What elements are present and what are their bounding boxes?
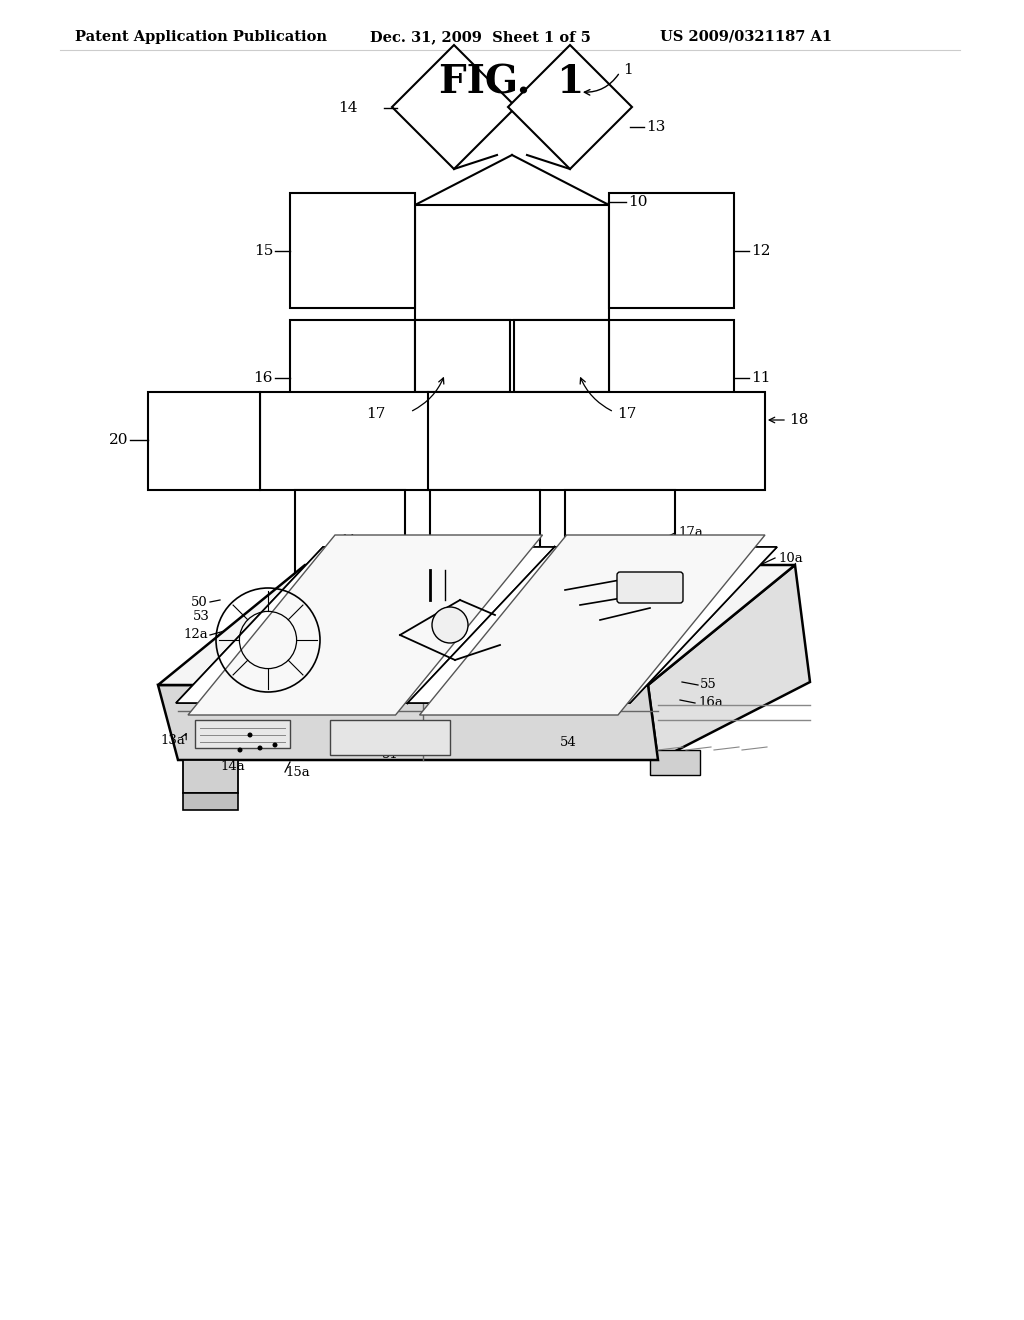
Text: 15: 15 [254, 244, 273, 257]
Bar [415, 205, 609, 319]
Text: Patent Application Publication: Patent Application Publication [75, 30, 327, 44]
Text: 19: 19 [340, 612, 359, 627]
Text: 51: 51 [382, 748, 398, 762]
Bar [430, 490, 540, 598]
Text: 12a: 12a [183, 628, 208, 642]
Polygon shape [176, 546, 777, 704]
Text: 20: 20 [109, 433, 128, 447]
Text: 16a: 16a [698, 697, 723, 710]
Text: 55: 55 [700, 678, 717, 692]
Circle shape [272, 742, 278, 747]
Bar [609, 319, 734, 436]
Text: 13a: 13a [160, 734, 185, 747]
Text: 13: 13 [646, 120, 666, 135]
Text: 10: 10 [628, 195, 647, 209]
Polygon shape [392, 45, 516, 169]
Text: 16: 16 [254, 371, 273, 385]
Text: FIG.  2: FIG. 2 [439, 620, 585, 659]
Polygon shape [408, 546, 777, 704]
Bar [183, 793, 238, 810]
Text: 12: 12 [751, 244, 770, 257]
Bar [148, 392, 260, 490]
Circle shape [257, 746, 262, 751]
Text: 15a: 15a [285, 766, 309, 779]
Text: 17a: 17a [678, 527, 702, 540]
Text: 19: 19 [475, 612, 495, 627]
Text: 1: 1 [623, 63, 633, 77]
Circle shape [248, 733, 253, 738]
Text: 52: 52 [432, 576, 449, 589]
Text: 14a: 14a [220, 760, 245, 774]
Bar [290, 319, 415, 436]
Text: 18: 18 [790, 413, 808, 426]
Polygon shape [508, 45, 632, 169]
Bar [330, 719, 450, 755]
Text: 53: 53 [194, 610, 210, 623]
Polygon shape [176, 546, 555, 704]
Polygon shape [420, 535, 765, 715]
Text: 14: 14 [339, 102, 358, 115]
Polygon shape [158, 565, 795, 685]
Bar [260, 392, 765, 490]
Bar [183, 760, 238, 793]
Bar [565, 490, 675, 598]
Polygon shape [648, 565, 810, 760]
Text: 50: 50 [191, 595, 208, 609]
Circle shape [432, 607, 468, 643]
Text: 17: 17 [617, 407, 636, 421]
Bar [195, 719, 290, 748]
Text: 10a: 10a [778, 552, 803, 565]
Text: 11a: 11a [340, 533, 365, 546]
Text: FIG.  1: FIG. 1 [439, 63, 585, 102]
Text: 11: 11 [751, 371, 770, 385]
Text: US 2009/0321187 A1: US 2009/0321187 A1 [660, 30, 833, 44]
Bar [650, 750, 700, 775]
FancyBboxPatch shape [617, 572, 683, 603]
Polygon shape [158, 685, 658, 760]
Bar [415, 319, 510, 392]
Polygon shape [188, 535, 543, 715]
Bar [290, 193, 415, 308]
Text: 10: 10 [194, 677, 210, 690]
Text: 54: 54 [560, 735, 577, 748]
Bar [514, 319, 609, 392]
Text: W: W [401, 589, 415, 602]
Circle shape [238, 747, 243, 752]
Text: 19: 19 [610, 612, 630, 627]
Text: 17: 17 [366, 407, 385, 421]
Bar [295, 490, 406, 598]
Bar [609, 193, 734, 308]
Text: Dec. 31, 2009  Sheet 1 of 5: Dec. 31, 2009 Sheet 1 of 5 [370, 30, 591, 44]
